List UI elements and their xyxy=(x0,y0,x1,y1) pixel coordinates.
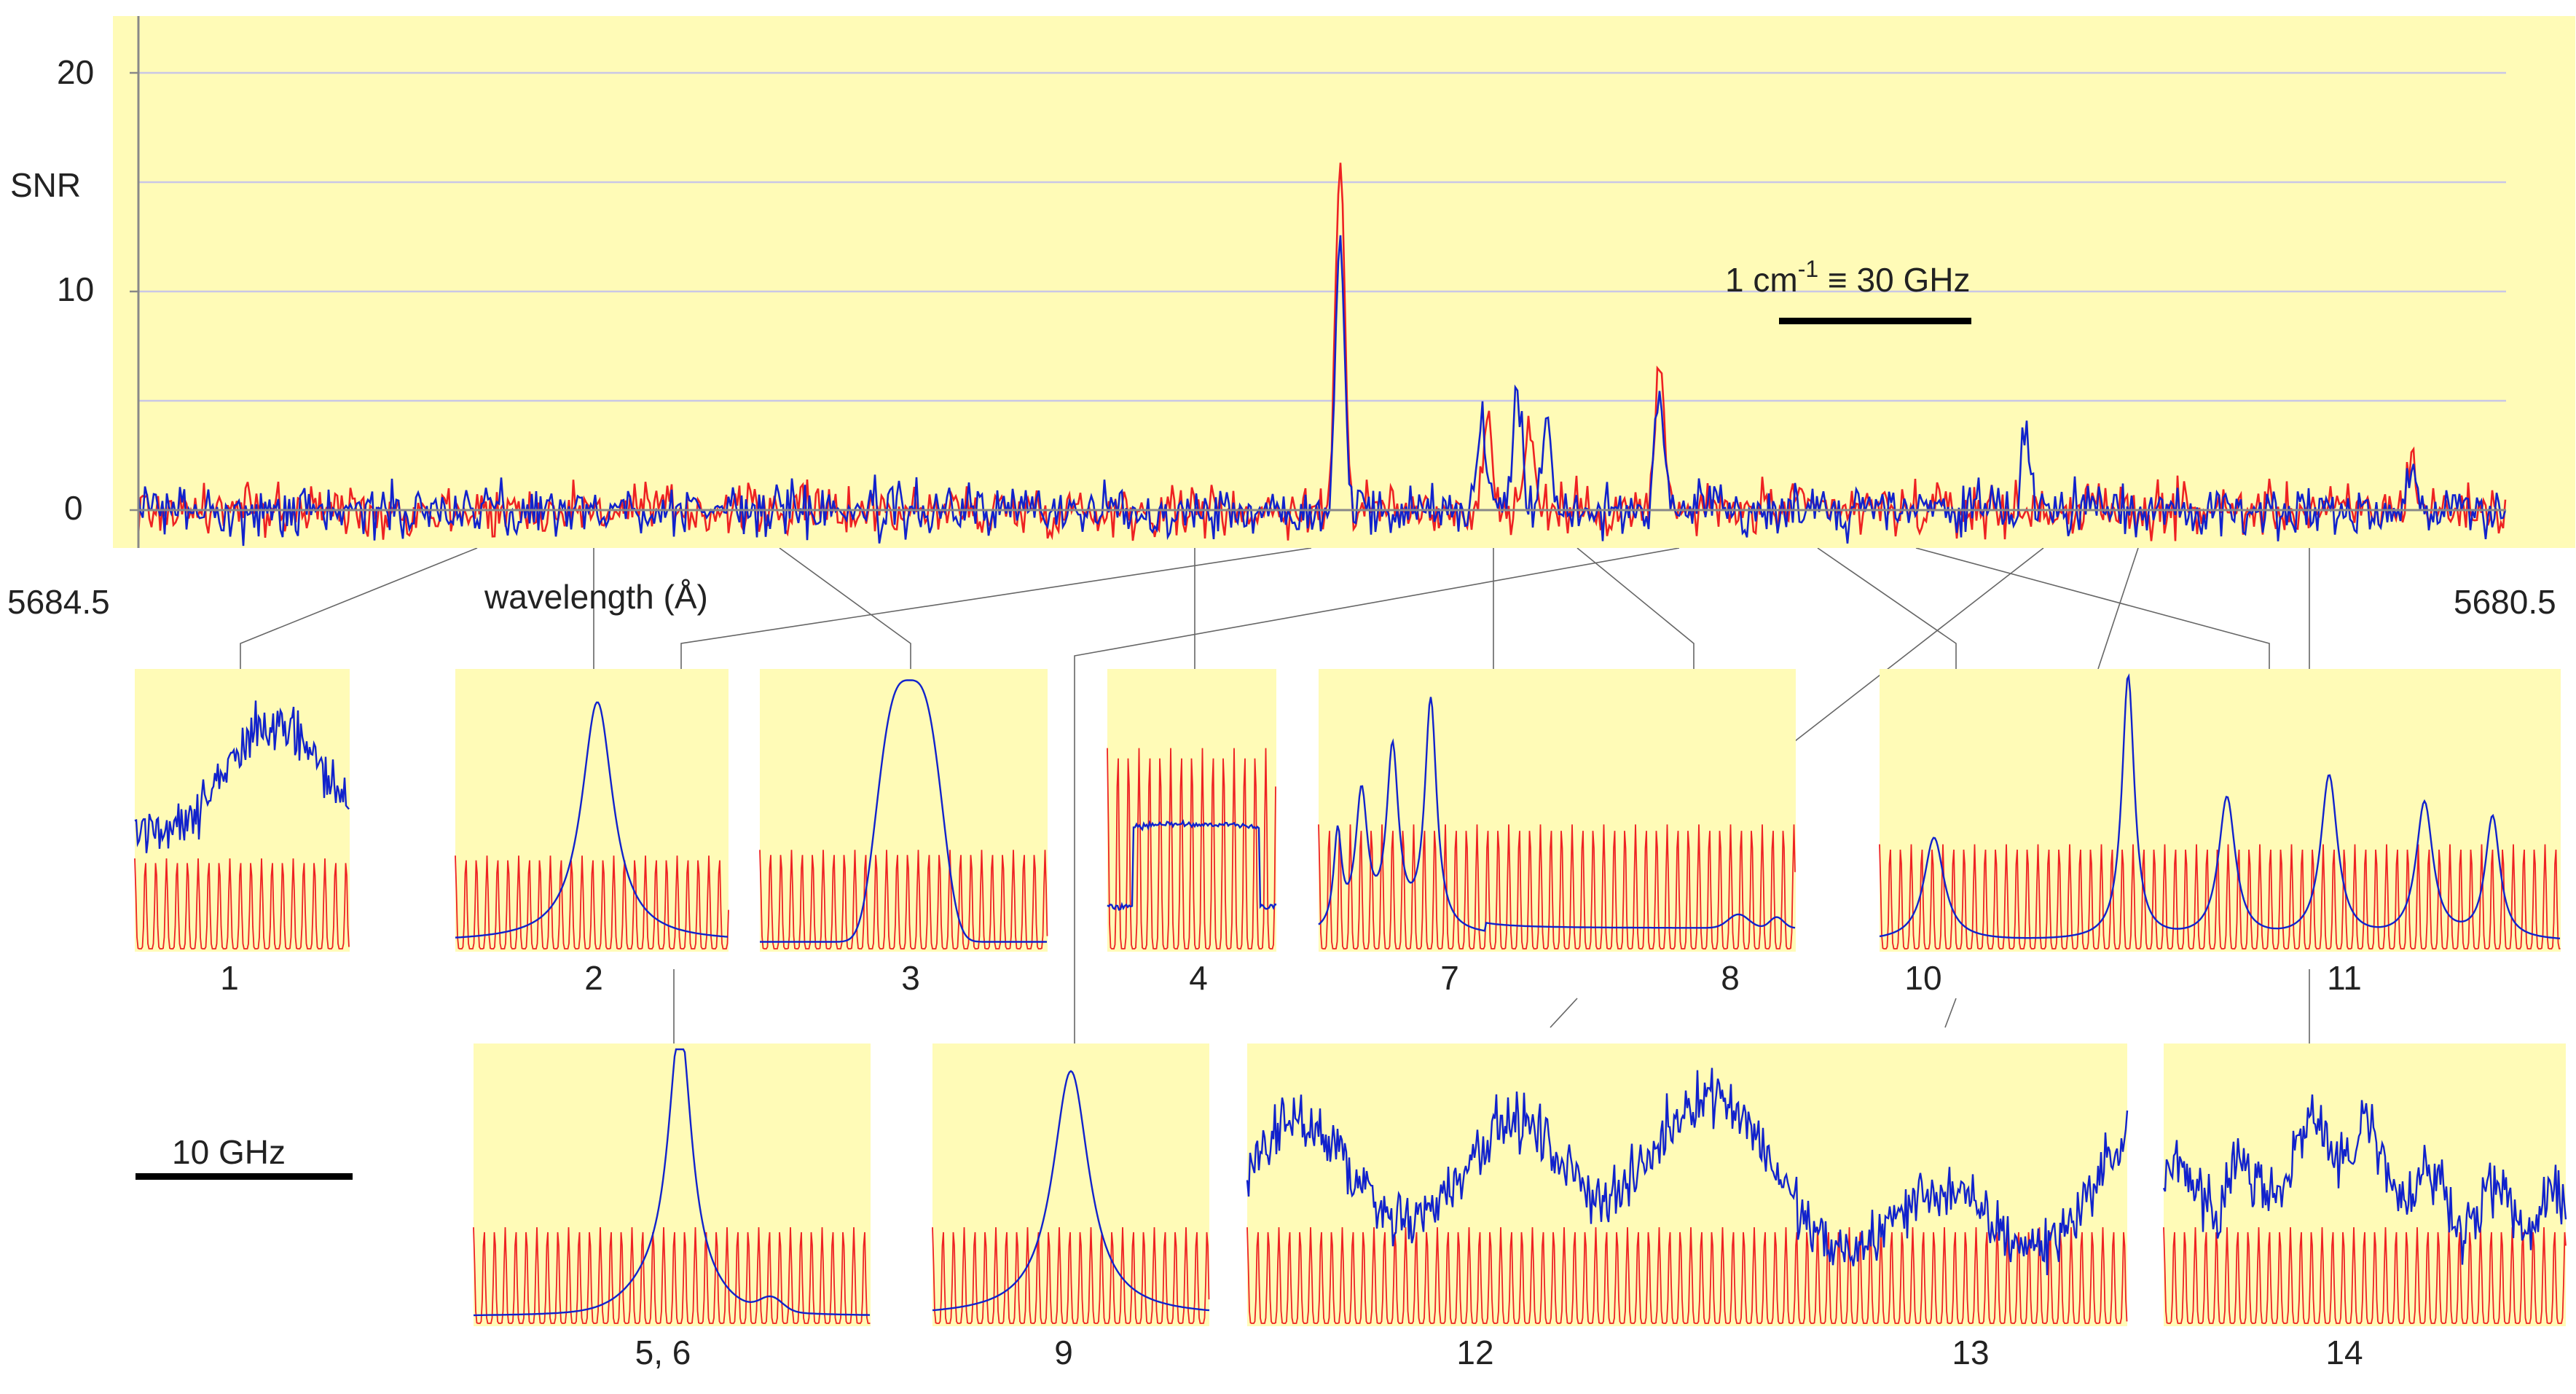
connector-line xyxy=(1915,547,2270,669)
scale-bar-rest: ≡ 30 GHz xyxy=(1818,261,1970,299)
inset-label: 3 xyxy=(901,959,920,997)
fringe-trace xyxy=(759,850,1048,949)
inset-panel xyxy=(1318,669,1796,952)
inset-signal-trace xyxy=(1246,1068,2129,1275)
connector-line xyxy=(680,547,1312,669)
inset-panel xyxy=(759,669,1048,952)
connector-lines xyxy=(240,547,2310,1049)
connector-line xyxy=(1817,547,1957,669)
inset-panel xyxy=(473,1043,871,1326)
inset-panel xyxy=(1879,669,2561,952)
connector-line xyxy=(1550,998,1578,1028)
inset-labels: 1 2 3 4 7 8 10 115, 6 9 12 13 14 xyxy=(220,959,2363,1371)
inset-background xyxy=(760,669,1048,952)
inset-label: 8 xyxy=(1721,959,1740,997)
inset-signal-trace xyxy=(1107,819,1277,911)
scale-bar-inset: 10 GHz xyxy=(136,1133,353,1180)
inset-label: 12 xyxy=(1456,1334,1493,1371)
connector-line xyxy=(1576,547,1695,669)
blue-trace xyxy=(137,235,2507,547)
inset-signal-trace xyxy=(760,679,1047,943)
scale-bar-line xyxy=(1779,318,1971,324)
y-tick-label: 20 xyxy=(57,53,94,91)
inset-signal-trace xyxy=(455,701,729,939)
fringe-trace xyxy=(1107,748,1276,949)
connector-line xyxy=(2097,547,2139,670)
connector-line xyxy=(1944,998,1957,1028)
inset-panel xyxy=(932,1043,1210,1326)
inset-signal-trace xyxy=(1318,697,1796,932)
fringe-trace xyxy=(455,855,729,949)
fringe-trace xyxy=(473,1227,871,1324)
y-axis-label: SNR xyxy=(10,166,81,204)
y-tick-label: 0 xyxy=(64,489,83,527)
main-axes xyxy=(130,16,2506,548)
fringe-trace xyxy=(1318,824,1796,949)
fringe-trace xyxy=(1246,1227,2128,1324)
inset-panel xyxy=(1246,1043,2129,1326)
inset-label: 13 xyxy=(1952,1334,1989,1371)
scale-bar-superscript: -1 xyxy=(1798,256,1818,282)
scale-bar-main: 1 cm-1 ≡ 30 GHz xyxy=(1725,256,1971,324)
fringe-trace xyxy=(1879,844,2561,949)
inset-signal-trace xyxy=(474,1048,870,1317)
inset-panel xyxy=(2162,1043,2567,1326)
inset-signal-trace xyxy=(932,1070,1210,1312)
scale-bar-text: 1 cm xyxy=(1725,261,1798,299)
inset-label: 5, 6 xyxy=(635,1334,691,1371)
inset-signal-trace xyxy=(134,700,350,853)
fringe-trace xyxy=(2163,1227,2567,1324)
inset-signal-trace xyxy=(2162,1094,2567,1265)
inset-panel xyxy=(455,669,729,952)
inset-label: 4 xyxy=(1189,959,1208,997)
inset-background xyxy=(1880,669,2561,952)
inset-signal-trace xyxy=(1879,673,2561,939)
inset-panel xyxy=(1107,669,1277,952)
x-end-label: 5680.5 xyxy=(2454,583,2556,621)
x-axis-label: wavelength (Å) xyxy=(484,578,708,616)
connector-line xyxy=(779,547,911,669)
inset-panels xyxy=(134,669,2567,1326)
inset-panel xyxy=(134,669,350,952)
connector-line xyxy=(240,547,478,669)
fringe-trace xyxy=(134,858,350,949)
inset-background xyxy=(1319,669,1796,952)
inset-label: 7 xyxy=(1440,959,1459,997)
main-gridlines xyxy=(138,71,2506,402)
connector-line xyxy=(1074,547,1680,1049)
x-start-label: 5684.5 xyxy=(7,583,110,621)
scale-bar-inset-line xyxy=(136,1173,353,1180)
svg-text:1 cm-1 ≡ 30 GHz: 1 cm-1 ≡ 30 GHz xyxy=(1725,256,1971,299)
main-series xyxy=(137,162,2507,547)
inset-label: 11 xyxy=(2327,959,2362,997)
scale-bar-inset-text: 10 GHz xyxy=(172,1133,286,1171)
inset-label: 1 xyxy=(220,959,239,997)
inset-label: 9 xyxy=(1054,1334,1073,1371)
inset-label: 2 xyxy=(584,959,603,997)
inset-background xyxy=(1107,669,1276,952)
y-tick-label: 10 xyxy=(57,270,94,308)
inset-label: 14 xyxy=(2325,1334,2363,1371)
inset-label: 10 xyxy=(1904,959,1941,997)
